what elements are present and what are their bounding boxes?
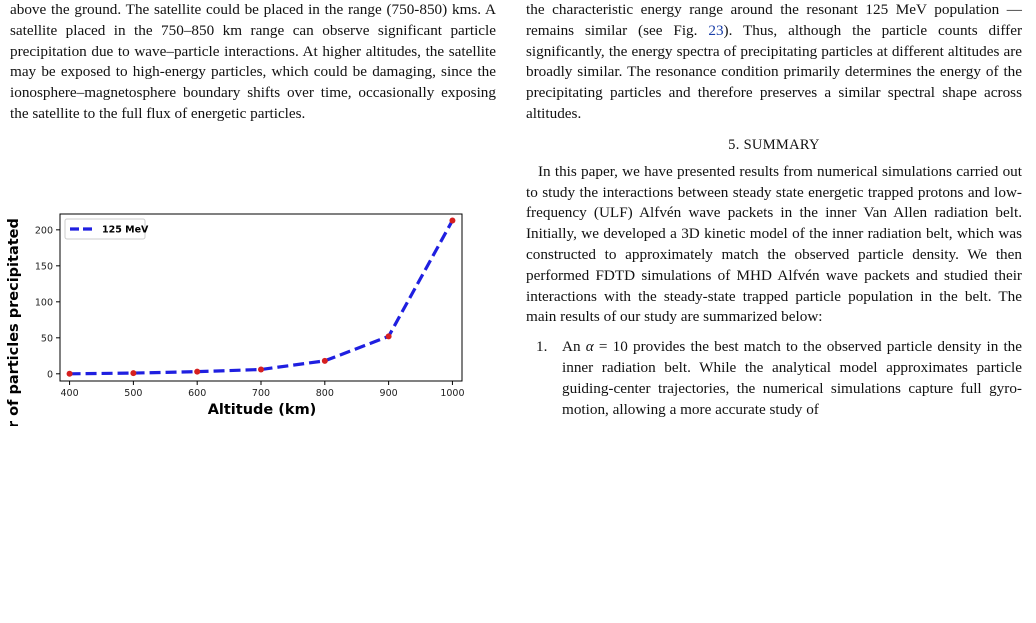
x-tick-label: 500	[124, 388, 142, 399]
altitude-precipitation-chart: 400 500 600 700 800 900 1000 0 50 100 150 200 125 M…	[6, 213, 465, 486]
list-item-number: 1.	[536, 338, 548, 356]
x-tick-label: 600	[188, 388, 206, 399]
legend-box	[64, 218, 146, 240]
left-column: above the ground. The satellite could be…	[0, 0, 500, 486]
figure: 400 500 600 700 800 900 1000 0 50 100 150 200 125 M…	[0, 206, 500, 486]
right-column: the characteristic energy range around t…	[526, 0, 1022, 420]
data-point	[385, 333, 392, 340]
left-paragraph: above the ground. The satellite could be…	[10, 1, 496, 122]
results-list: 1. An α = 10 provides the best match to t…	[526, 337, 1022, 420]
x-tick-label: 400	[61, 388, 79, 399]
y-tick-label: 50	[41, 333, 53, 344]
data-point	[66, 370, 73, 377]
series-line	[69, 219, 454, 376]
x-tick-label: 700	[252, 388, 270, 399]
data-point	[449, 217, 456, 224]
list-item: 1. An α = 10 provides the best match to t…	[526, 337, 1022, 420]
list-item-prefix: An	[562, 338, 586, 356]
right-paragraph-continued: the characteristic energy range around t…	[526, 0, 1022, 125]
x-tick-label: 800	[316, 388, 334, 399]
summary-paragraph: In this paper, we have presented results…	[526, 162, 1022, 326]
alpha-symbol: α	[585, 338, 594, 356]
figure-reference-link[interactable]: 23	[708, 21, 724, 39]
data-point	[194, 368, 201, 375]
data-point	[321, 357, 328, 364]
right-paragraph-text-b: ). Thus, although the particle counts di…	[526, 21, 1023, 122]
list-item-text: provides the best match to the observed …	[562, 338, 1023, 418]
legend-label: 125 MeV	[102, 225, 149, 236]
right-paragraph-text-a: the characteristic energy range around t…	[526, 1, 1022, 39]
y-tick-label: 200	[35, 225, 53, 236]
y-tick-label: 150	[35, 261, 53, 272]
y-axis-label: Number of particles precipitated	[6, 218, 22, 426]
x-tick-label: 1000	[440, 388, 464, 399]
y-tick-label: 100	[35, 297, 53, 308]
alpha-value: = 10	[593, 338, 628, 356]
section-heading-summary: 5. SUMMARY	[728, 136, 820, 153]
y-tick-label: 0	[47, 369, 53, 380]
x-axis-label: Altitude (km)	[208, 402, 317, 418]
data-point	[130, 370, 137, 377]
data-point	[258, 366, 264, 373]
x-tick-label: 900	[380, 388, 398, 399]
